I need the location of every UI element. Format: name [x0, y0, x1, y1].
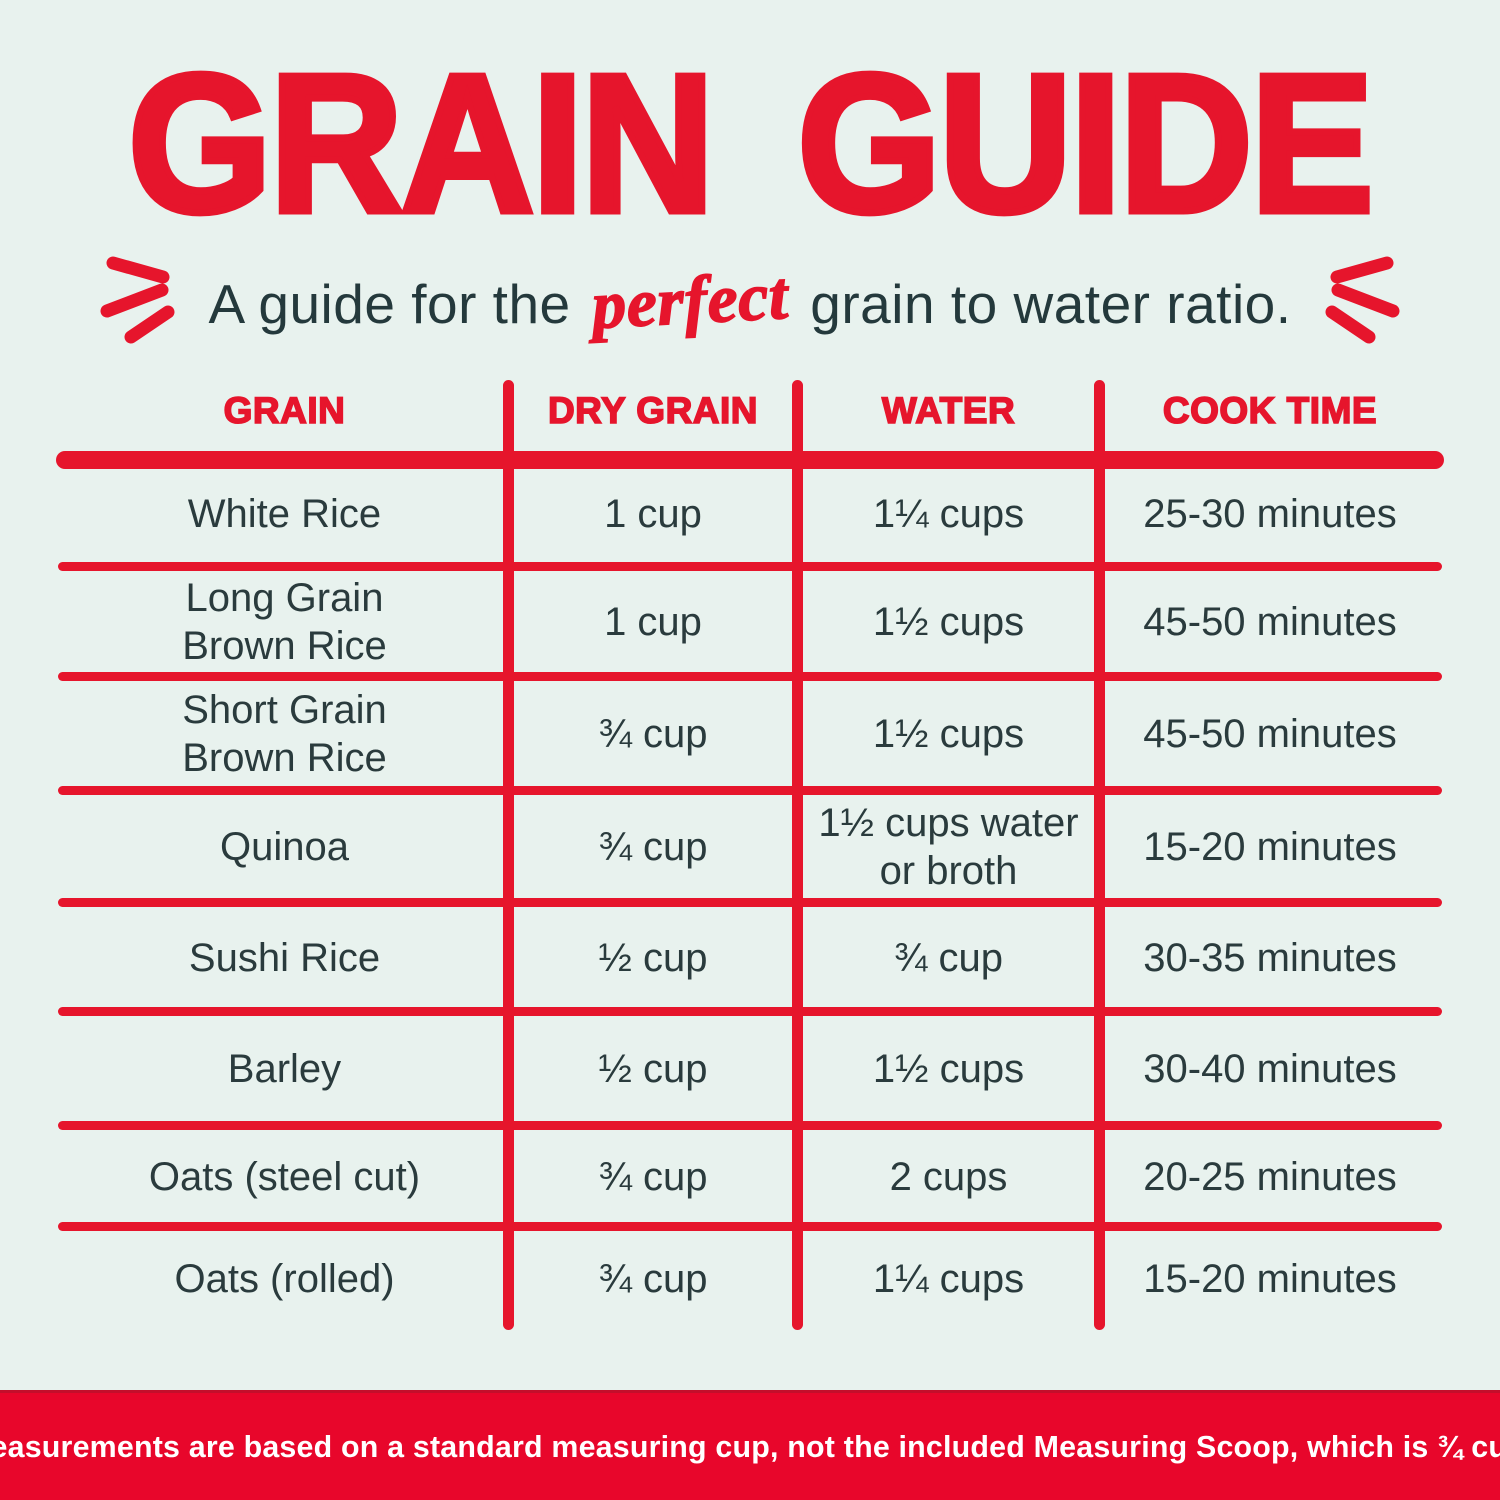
- cell-cook-time: 45-50 minutes: [1143, 712, 1397, 756]
- cell-grain: Long Grain Brown Rice: [182, 576, 387, 668]
- emphasis-lines-left-icon: [100, 256, 175, 344]
- subtitle-row: A guide for the perfect grain to water r…: [0, 240, 1500, 360]
- table-row: Oats (steel cut) ¾ cup 2 cups 20-25 minu…: [60, 1126, 1440, 1227]
- row-divider: [58, 1222, 1442, 1231]
- footer-note-bar: Measurements are based on a standard mea…: [0, 1390, 1500, 1500]
- table-row: Oats (rolled) ¾ cup 1¼ cups 15-20 minute…: [60, 1227, 1440, 1330]
- cell-dry-grain: ½ cup: [598, 1047, 708, 1091]
- cell-water: 1½ cups: [872, 600, 1025, 644]
- row-divider: [58, 1007, 1442, 1016]
- cell-water: 1½ cups water or broth: [818, 801, 1079, 893]
- cell-cook-time: 25-30 minutes: [1143, 491, 1397, 536]
- footer-note: Measurements are based on a standard mea…: [0, 1428, 1500, 1464]
- table-row: Long Grain Brown Rice 1 cup 1½ cups 45-5…: [60, 567, 1440, 677]
- header-dry-grain: DRY GRAIN: [547, 389, 759, 432]
- row-divider: [58, 898, 1442, 907]
- row-divider: [58, 786, 1442, 795]
- cell-cook-time: 45-50 minutes: [1143, 600, 1397, 644]
- cell-water: 1½ cups: [872, 712, 1025, 756]
- subtitle: A guide for the perfect grain to water r…: [208, 256, 1292, 344]
- table-row: Short Grain Brown Rice ¾ cup 1½ cups 45-…: [60, 677, 1440, 791]
- cell-dry-grain: 1 cup: [604, 600, 702, 644]
- cell-dry-grain: ¾ cup: [598, 825, 708, 869]
- header-divider: [56, 451, 1444, 469]
- cell-grain: Oats (steel cut): [148, 1154, 421, 1199]
- cell-cook-time: 15-20 minutes: [1143, 1256, 1397, 1301]
- column-divider: [1094, 380, 1105, 1330]
- header-grain: GRAIN: [223, 389, 346, 432]
- cell-dry-grain: ½ cup: [598, 935, 708, 980]
- grain-table: GRAIN DRY GRAIN WATER COOK TIME White Ri…: [56, 380, 1444, 1330]
- table-row: White Rice 1 cup 1¼ cups 25-30 minutes: [60, 460, 1440, 567]
- cell-cook-time: 15-20 minutes: [1143, 825, 1397, 869]
- cell-cook-time: 30-35 minutes: [1143, 935, 1397, 980]
- subtitle-highlight: perfect: [590, 256, 791, 344]
- cell-cook-time: 20-25 minutes: [1143, 1154, 1397, 1199]
- column-divider: [792, 380, 803, 1330]
- column-divider: [503, 380, 514, 1330]
- table-row: Quinoa ¾ cup 1½ cups water or broth 15-2…: [60, 791, 1440, 903]
- table-row: Barley ½ cup 1½ cups 30-40 minutes: [60, 1012, 1440, 1126]
- cell-dry-grain: ¾ cup: [598, 1154, 708, 1199]
- header-water: WATER: [881, 389, 1016, 432]
- cell-grain: Quinoa: [220, 825, 349, 869]
- cell-grain: Short Grain Brown Rice: [182, 688, 387, 780]
- emphasis-lines-right-icon: [1325, 256, 1400, 344]
- header-cook-time: COOK TIME: [1162, 389, 1378, 432]
- cell-dry-grain: ¾ cup: [598, 712, 708, 756]
- cell-water: 1½ cups: [872, 1047, 1025, 1091]
- subtitle-suffix: grain to water ratio.: [794, 272, 1292, 335]
- row-divider: [58, 672, 1442, 681]
- cell-grain: Sushi Rice: [188, 935, 381, 980]
- cell-water: 1¼ cups: [872, 1256, 1025, 1301]
- cell-grain: White Rice: [187, 491, 382, 536]
- cell-grain: Barley: [227, 1047, 342, 1091]
- cell-dry-grain: 1 cup: [604, 491, 702, 536]
- cell-cook-time: 30-40 minutes: [1143, 1047, 1397, 1091]
- cell-water: 2 cups: [889, 1154, 1008, 1199]
- subtitle-prefix: A guide for the: [208, 272, 587, 335]
- row-divider: [58, 1121, 1442, 1130]
- cell-dry-grain: ¾ cup: [598, 1256, 708, 1301]
- row-divider: [58, 562, 1442, 571]
- page-title: GRAIN GUIDE: [125, 34, 1377, 253]
- table-row: Sushi Rice ½ cup ¾ cup 30-35 minutes: [60, 903, 1440, 1012]
- cell-grain: Oats (rolled): [174, 1256, 395, 1301]
- cell-water: 1¼ cups: [872, 491, 1025, 536]
- cell-water: ¾ cup: [894, 935, 1003, 980]
- table-header-row: GRAIN DRY GRAIN WATER COOK TIME: [60, 380, 1440, 442]
